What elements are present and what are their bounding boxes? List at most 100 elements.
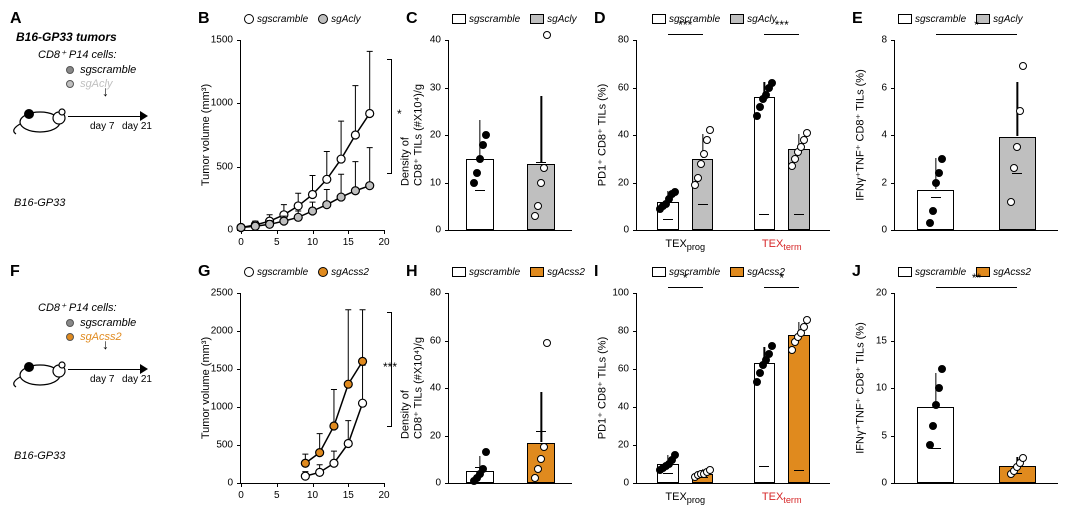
legend-marker <box>318 267 328 277</box>
day21-label: day 21 <box>122 374 152 385</box>
legend-label: sgscramble <box>669 267 720 278</box>
y-axis-title: Tumor volume (mm³) <box>200 336 212 438</box>
legend-label: sgAcss2 <box>993 267 1031 278</box>
legend-label: sgAcly <box>547 14 576 25</box>
grouped-bar-chart: 020406080***TEXprog***TEXterm <box>636 40 830 231</box>
legend-label: sgscramble <box>257 267 308 278</box>
cond-2-label: sgAcss2 <box>80 331 122 343</box>
legend-I: sgscramble sgAcss2 <box>652 267 785 278</box>
legend-label: sgAcss2 <box>547 267 585 278</box>
legend-label: sgAcly <box>747 14 776 25</box>
y-axis-title: Density ofCD8⁺ TILs (#X10⁴)/g <box>400 336 425 438</box>
cond-1-dot <box>66 66 74 74</box>
legend-swatch <box>730 267 744 277</box>
legend-label: sgAcly <box>331 14 360 25</box>
y-axis-title: IFNγ⁺TNF⁺ CD8⁺ TILs (%) <box>854 69 867 201</box>
bar-chart: 020406080 <box>448 293 572 484</box>
legend-H: sgscramble sgAcss2 <box>452 267 585 278</box>
legend-label: sgscramble <box>915 267 966 278</box>
panel-letter: J <box>852 263 861 281</box>
bar-chart: 02468* <box>894 40 1058 231</box>
legend-marker <box>244 14 254 24</box>
y-axis-title: PD1⁺ CD8⁺ TILs (%) <box>596 83 609 186</box>
line-chart: 0500100015002000250005101520*** <box>240 293 384 484</box>
legend-label: sgscramble <box>669 14 720 25</box>
timeline-arrow: ↓ day 7 day 21 <box>68 107 148 127</box>
day7-label: day 7 <box>90 121 114 132</box>
legend-B: sgscramble sgAcly <box>244 14 361 25</box>
grouped-bar-chart: 020406080100*TEXprog*TEXterm <box>636 293 830 484</box>
cond-1-dot <box>66 319 74 327</box>
legend-swatch <box>898 14 912 24</box>
bar-chart: 010203040 <box>448 40 572 231</box>
legend-D: sgscramble sgAcly <box>652 14 777 25</box>
panel-B: B sgscramble sgAcly Tumor volume (mm³) 0… <box>200 12 390 257</box>
legend-swatch <box>652 267 666 277</box>
panel-letter: I <box>594 263 598 281</box>
panel-H: H sgscramble sgAcss2 Density ofCD8⁺ TILs… <box>408 265 578 510</box>
day21-label: day 21 <box>122 121 152 132</box>
panel-D: D sgscramble sgAcly PD1⁺ CD8⁺ TILs (%) 0… <box>596 12 836 257</box>
panel-F: F CD8⁺ P14 cells: sgscramble sgAcss2 <box>12 265 182 510</box>
cond-2-dot <box>66 80 74 88</box>
panel-letter: D <box>594 10 606 28</box>
legend-swatch <box>530 14 544 24</box>
legend-marker <box>318 14 328 24</box>
cond-1-label: sgscramble <box>80 317 136 329</box>
model-label: B16-GP33 <box>14 197 65 209</box>
cond-2-dot <box>66 333 74 341</box>
legend-label: sgAcss2 <box>331 267 369 278</box>
mouse-icon <box>12 351 72 389</box>
panel-letter: C <box>406 10 418 28</box>
legend-G: sgscramble sgAcss2 <box>244 267 369 278</box>
legend-swatch <box>452 14 466 24</box>
cond-1-label: sgscramble <box>80 64 136 76</box>
day7-label: day 7 <box>90 374 114 385</box>
legend-swatch <box>898 267 912 277</box>
legend-label: sgscramble <box>257 14 308 25</box>
line-chart: 05001000150005101520* <box>240 40 384 231</box>
bar-chart: 05101520** <box>894 293 1058 484</box>
panel-letter: B <box>198 10 210 28</box>
schematic-F: CD8⁺ P14 cells: sgscramble sgAcss2 ↓ <box>12 265 182 510</box>
panel-J: J sgscramble sgAcss2 IFNγ⁺TNF⁺ CD8⁺ TILs… <box>854 265 1064 510</box>
panel-letter: H <box>406 263 418 281</box>
cell-header: CD8⁺ P14 cells: <box>38 301 182 314</box>
inject-arrow-icon: ↓ <box>102 336 109 352</box>
y-axis-title: IFNγ⁺TNF⁺ CD8⁺ TILs (%) <box>854 322 867 454</box>
panel-G: G sgscramble sgAcss2 Tumor volume (mm³) … <box>200 265 390 510</box>
tumor-model-title: B16-GP33 tumors <box>16 30 182 44</box>
legend-label: sgAcly <box>993 14 1022 25</box>
legend-label: sgscramble <box>915 14 966 25</box>
mouse-row: ↓ day 7 day 21 <box>12 351 182 389</box>
panel-A: A B16-GP33 tumors CD8⁺ P14 cells: sgscra… <box>12 12 182 257</box>
cond-1: sgscramble <box>66 63 182 77</box>
legend-swatch <box>730 14 744 24</box>
mouse-icon <box>12 98 72 136</box>
panel-letter: G <box>198 263 210 281</box>
y-axis-title: Density ofCD8⁺ TILs (#X10⁴)/g <box>400 83 425 185</box>
cond-2: sgAcly <box>66 77 182 91</box>
legend-E: sgscramble sgAcly <box>898 14 1023 25</box>
legend-C: sgscramble sgAcly <box>452 14 577 25</box>
timeline-arrow: ↓ day 7 day 21 <box>68 360 148 380</box>
panel-letter: E <box>852 10 863 28</box>
cond-2: sgAcss2 <box>66 330 182 344</box>
legend-swatch <box>530 267 544 277</box>
legend-J: sgscramble sgAcss2 <box>898 267 1031 278</box>
legend-marker <box>244 267 254 277</box>
cond-1: sgscramble <box>66 316 182 330</box>
panel-C: C sgscramble sgAcly Density ofCD8⁺ TILs … <box>408 12 578 257</box>
legend-label: sgscramble <box>469 14 520 25</box>
inject-arrow-icon: ↓ <box>102 83 109 99</box>
legend-swatch <box>452 267 466 277</box>
cell-header: CD8⁺ P14 cells: <box>38 48 182 61</box>
panel-E: E sgscramble sgAcly IFNγ⁺TNF⁺ CD8⁺ TILs … <box>854 12 1064 257</box>
figure-grid: A B16-GP33 tumors CD8⁺ P14 cells: sgscra… <box>12 12 1068 510</box>
panel-I: I sgscramble sgAcss2 PD1⁺ CD8⁺ TILs (%) … <box>596 265 836 510</box>
legend-label: sgscramble <box>469 267 520 278</box>
legend-swatch <box>652 14 666 24</box>
y-axis-title: PD1⁺ CD8⁺ TILs (%) <box>596 336 609 439</box>
model-label: B16-GP33 <box>14 450 65 462</box>
mouse-row: ↓ day 7 day 21 <box>12 98 182 136</box>
